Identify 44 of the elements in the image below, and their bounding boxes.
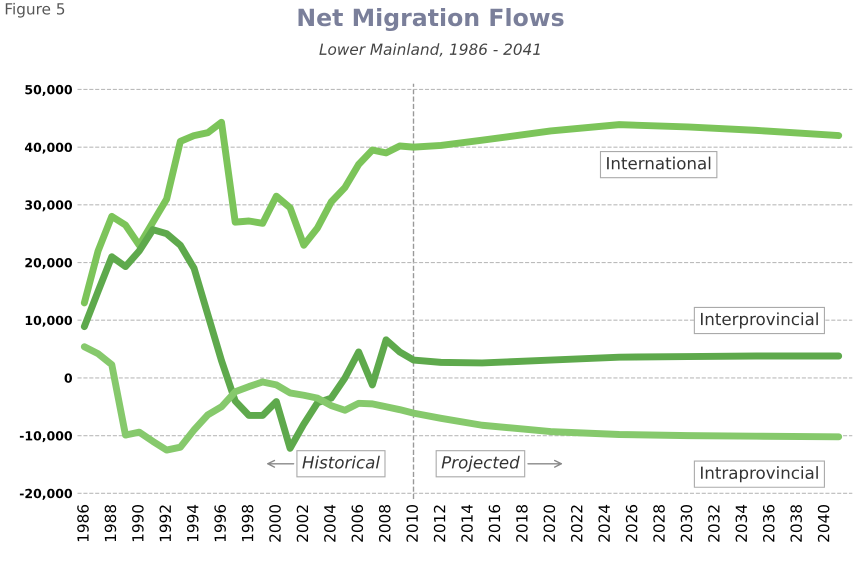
annotation: Projected <box>442 456 520 472</box>
x-tick-label: 2018 <box>516 505 528 542</box>
series-label: International <box>607 156 710 170</box>
x-tick-label: 2014 <box>461 504 473 542</box>
x-tick-label: 2002 <box>296 505 308 542</box>
x-tick-label: 2024 <box>598 504 610 542</box>
x-tick-label: 2030 <box>680 504 692 542</box>
x-tick-label: 2022 <box>570 505 583 542</box>
x-tick-label: 2034 <box>736 504 748 542</box>
x-tick-label: 2038 <box>790 505 802 542</box>
x-tick-label: 1994 <box>186 504 198 542</box>
series-label: Intraprovincial <box>701 466 818 482</box>
x-tick-label: 2008 <box>378 505 391 542</box>
x-tick-label: 2028 <box>653 505 665 542</box>
y-tick-label: 10,000 <box>26 316 72 327</box>
x-tick-label: 1990 <box>132 504 144 542</box>
y-tick-label: 20,000 <box>25 258 72 270</box>
x-tick-label: 1996 <box>214 504 226 542</box>
x-tick-label: 2032 <box>708 505 720 542</box>
x-tick-label: 2016 <box>488 504 500 542</box>
x-tick-label: 1988 <box>104 505 116 542</box>
y-tick-label: 50,000 <box>25 84 72 96</box>
x-tick-label: 2004 <box>324 504 336 542</box>
annotation: Historical <box>302 456 380 469</box>
x-tick-label: 1986 <box>77 504 89 542</box>
chart-subtitle: Lower Mainland, 1986 - 2041 <box>319 43 540 57</box>
x-tick-label: 1998 <box>242 505 254 542</box>
y-tick-label: 30,000 <box>25 200 72 212</box>
x-tick-label: 2000 <box>269 504 281 542</box>
x-tick-label: 2006 <box>352 504 364 542</box>
caption: Figure 5 <box>6 2 64 18</box>
x-tick-label: 2012 <box>434 505 446 542</box>
x-tick-label: 2040 <box>818 504 830 542</box>
y-tick-label: -20,000 <box>20 488 72 500</box>
x-tick-label: 2020 <box>544 504 556 542</box>
x-tick-label: 2026 <box>626 504 638 542</box>
x-tick-label: 2010 <box>406 504 418 542</box>
x-tick-label: 1992 <box>160 505 172 542</box>
y-tick-label: 40,000 <box>24 142 72 154</box>
chart-title: Net Migration Flows <box>298 8 564 32</box>
series-label: Interprovincial <box>701 312 818 329</box>
y-tick-label: -10,000 <box>20 431 72 442</box>
y-tick-label: 0 <box>64 373 72 383</box>
x-tick-label: 2036 <box>762 504 775 542</box>
